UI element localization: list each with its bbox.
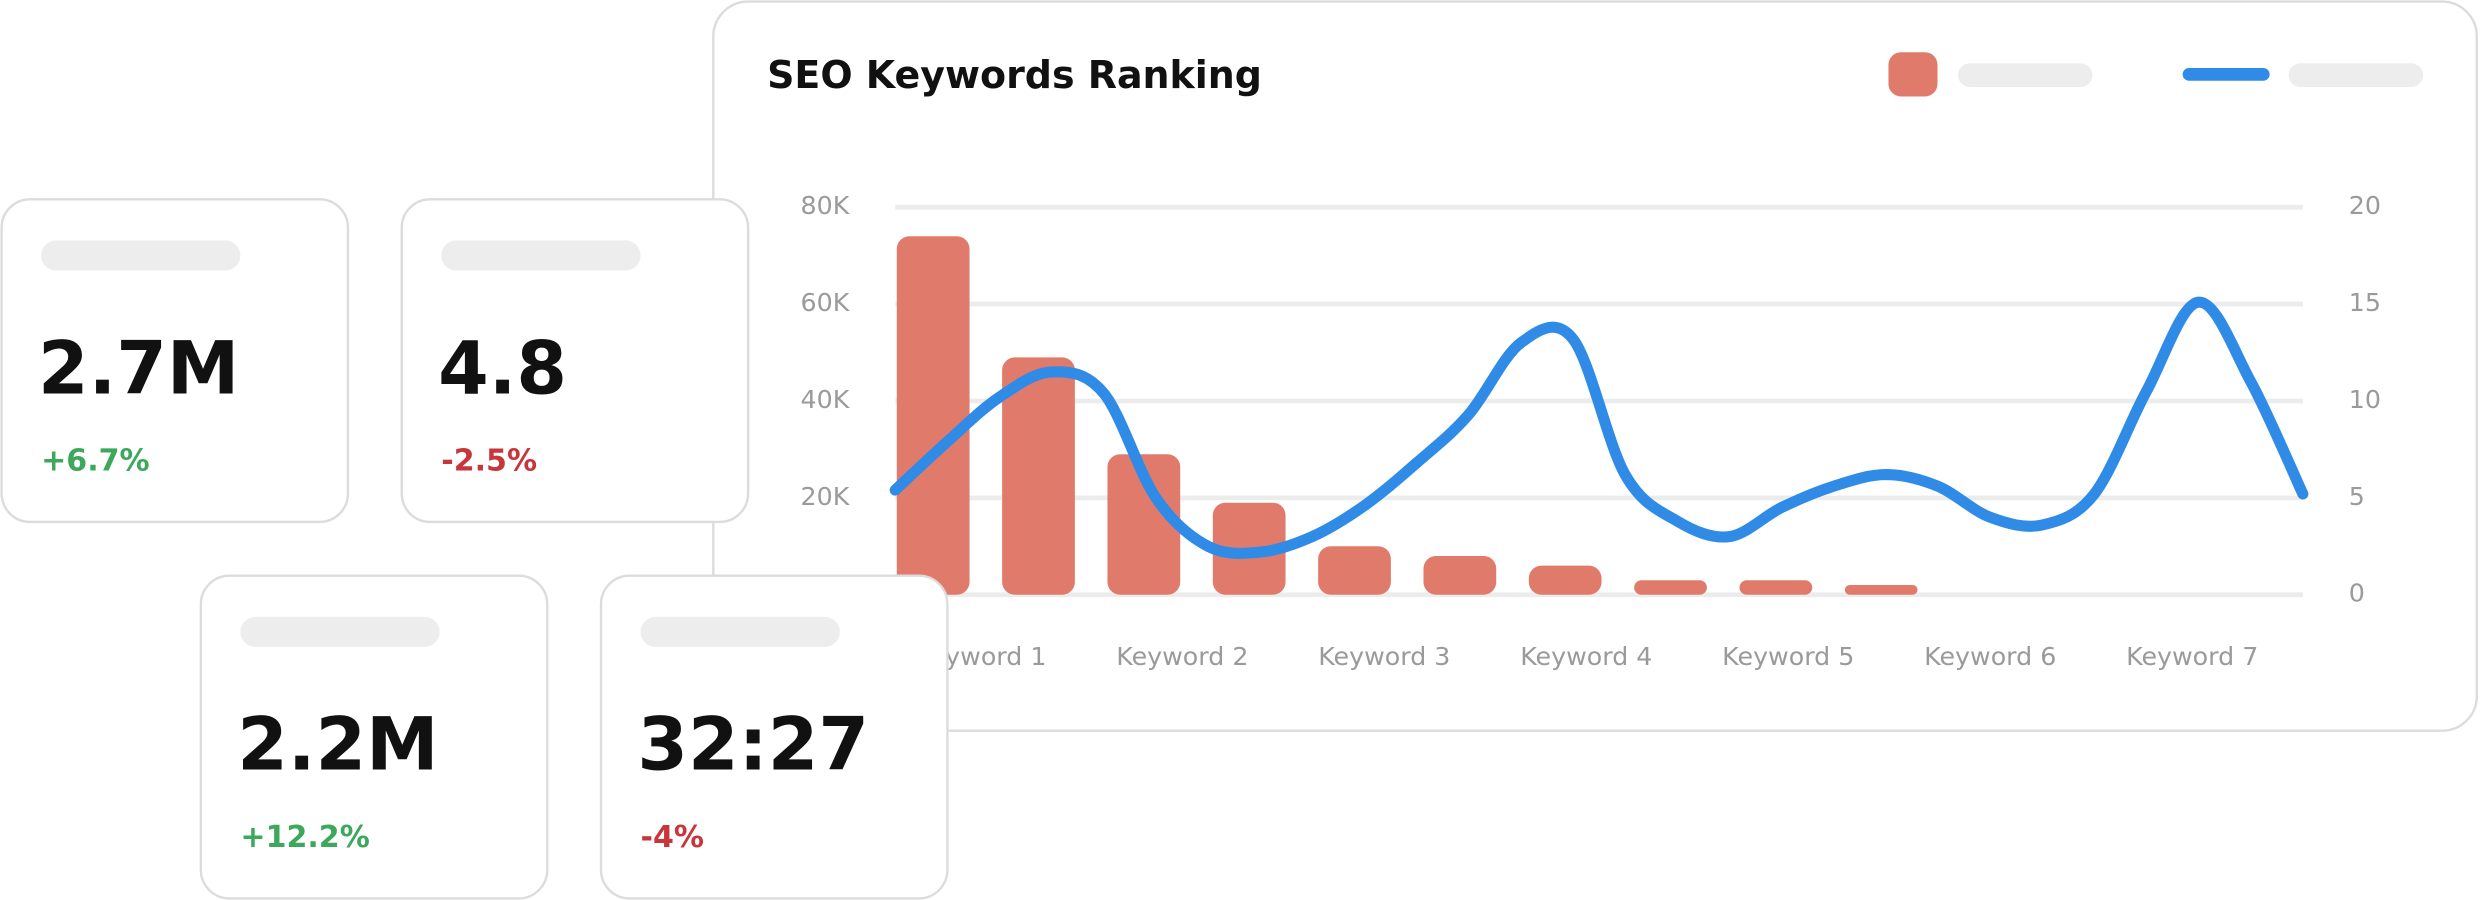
line (889, 296, 2309, 559)
x-tick-label: Keyword 3 (1318, 642, 1450, 671)
x-tick-label: Keyword 7 (2126, 642, 2258, 671)
bar (1107, 454, 1181, 595)
card-label-placeholder (240, 616, 440, 647)
card-label-placeholder (640, 616, 840, 647)
chart-card (712, 0, 2479, 732)
x-tick-label: Keyword 5 (1722, 642, 1854, 671)
kpi-value: 2.2M (237, 703, 438, 788)
bar (1318, 546, 1391, 595)
card-box (199, 574, 549, 900)
kpi-value: 32:27 (637, 703, 869, 788)
y2-tick-label: 5 (2349, 482, 2365, 511)
legend-swatch (1888, 52, 1938, 97)
bar (1739, 580, 1813, 595)
y2-tick-label: 10 (2349, 385, 2381, 414)
kpi-value: 2.7M (38, 326, 239, 411)
y2-tick-label: 15 (2349, 288, 2381, 317)
chart-title: SEO Keywords Ranking (767, 53, 1262, 97)
bar (1528, 565, 1602, 595)
y-tick-label: 80K (801, 191, 851, 220)
bar (1634, 580, 1707, 595)
kpi-value: 4.8 (438, 326, 567, 411)
bar (1423, 555, 1497, 595)
y-tick-label: 60K (801, 288, 851, 317)
card-label-placeholder (441, 240, 641, 271)
y-tick-label: 40K (801, 385, 851, 414)
card-label-placeholder (41, 240, 241, 271)
bar (1844, 585, 1918, 595)
x-tick-label: Keyword 2 (1116, 642, 1248, 671)
card-box (599, 574, 949, 900)
card-box (0, 198, 350, 524)
kpi-card: 4.8 -2.5% (400, 198, 750, 524)
card-box (400, 198, 750, 524)
bar (896, 236, 970, 595)
kpi-change: +12.2% (240, 820, 369, 855)
bar (1002, 357, 1075, 595)
x-tick-label: Keyword 6 (1924, 642, 2056, 671)
y2-tick-label: 0 (2349, 579, 2365, 608)
kpi-change: -2.5% (441, 443, 537, 478)
kpi-card: 2.7M +6.7% (0, 198, 350, 524)
kpi-card: 32:27 -4% (599, 574, 949, 900)
y2-tick-label: 20 (2349, 191, 2381, 220)
y-tick-label: 20K (801, 482, 851, 511)
kpi-change: -4% (641, 820, 704, 855)
cards: 2.7M +6.7% 4.8 -2.5% 2.2M +12.2% 32:27 -4% (0, 198, 949, 900)
kpi-change: +6.7% (41, 443, 150, 478)
legend-placeholder (1958, 63, 2093, 88)
kpi-card: 2.2M +12.2% (199, 574, 549, 900)
legend-placeholder (2288, 63, 2424, 88)
x-tick-label: Keyword 4 (1520, 642, 1652, 671)
